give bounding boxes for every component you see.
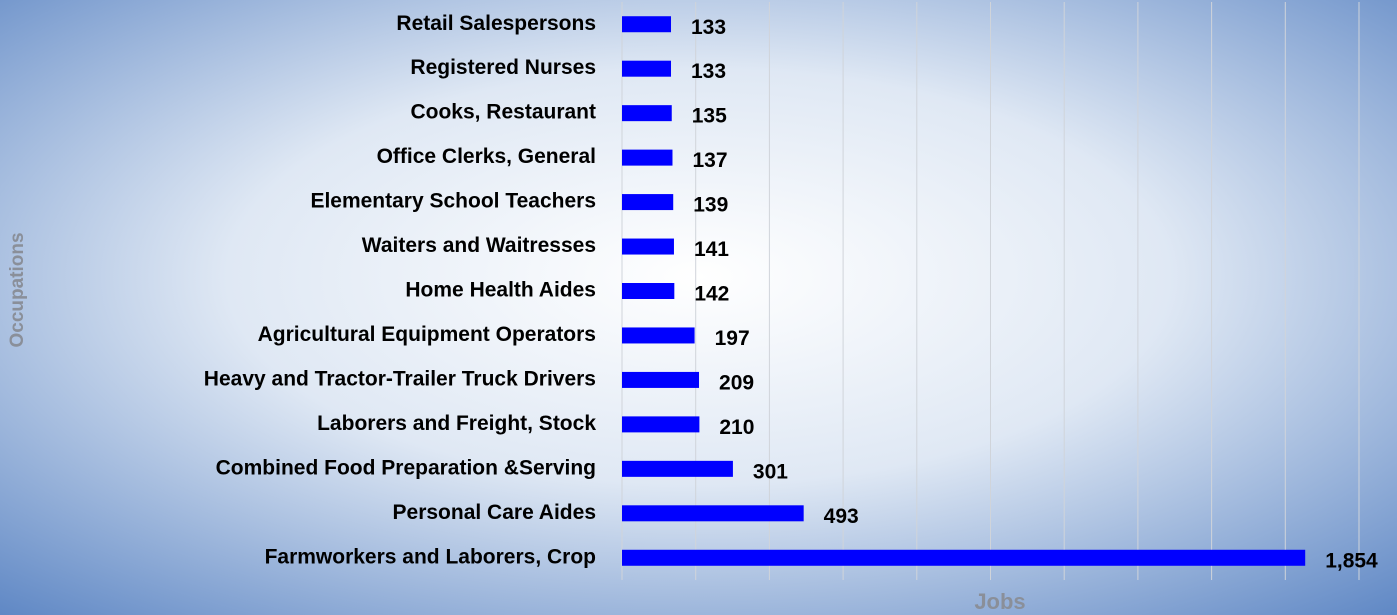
bar: [622, 549, 1306, 566]
y-tick-label: Waiters and Waitresses: [362, 234, 596, 257]
bar: [622, 460, 733, 477]
y-tick-label: Registered Nurses: [410, 56, 596, 79]
data-label: 1,854: [1325, 549, 1378, 572]
data-label: 137: [692, 149, 727, 172]
bar: [622, 16, 672, 33]
bar: [622, 416, 700, 433]
y-axis-title: Occupations: [7, 232, 28, 347]
data-label: 142: [694, 283, 729, 306]
data-label: 197: [715, 327, 750, 350]
y-tick-label: Heavy and Tractor-Trailer Truck Drivers: [204, 367, 596, 390]
data-label: 139: [693, 194, 728, 217]
y-tick-label: Elementary School Teachers: [310, 190, 596, 213]
bar: [622, 238, 674, 255]
bar: [622, 149, 673, 166]
data-label: 209: [719, 371, 754, 394]
bar: [622, 194, 674, 211]
data-label: 141: [694, 238, 729, 261]
y-tick-label: Personal Care Aides: [393, 501, 596, 524]
y-tick-label: Combined Food Preparation &Serving: [216, 456, 596, 479]
bar: [622, 283, 675, 299]
y-tick-label: Agricultural Equipment Operators: [258, 323, 596, 346]
data-label: 301: [753, 460, 788, 483]
bar: [622, 105, 672, 122]
bar: [622, 327, 695, 344]
data-label: 133: [691, 16, 726, 39]
y-tick-label: Home Health Aides: [405, 279, 596, 302]
data-label: 133: [691, 60, 726, 83]
y-tick-label: Laborers and Freight, Stock: [317, 412, 596, 435]
bar: [622, 505, 804, 522]
y-tick-label: Office Clerks, General: [377, 145, 596, 168]
data-label: 210: [719, 416, 754, 439]
bar: [622, 371, 700, 388]
y-tick-label: Retail Salespersons: [396, 12, 596, 35]
data-label: 493: [824, 505, 859, 528]
data-label: 135: [692, 105, 727, 128]
x-axis-title: Jobs: [974, 589, 1025, 614]
bar: [622, 60, 672, 77]
y-tick-label: Cooks, Restaurant: [410, 101, 596, 124]
y-tick-label: Farmworkers and Laborers, Crop: [265, 545, 596, 568]
